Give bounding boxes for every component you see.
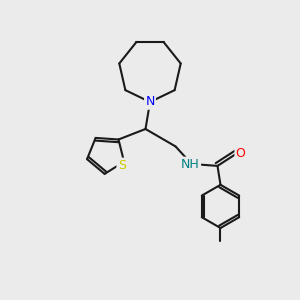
Text: S: S: [118, 159, 126, 172]
Text: NH: NH: [181, 158, 200, 171]
Text: N: N: [145, 95, 155, 109]
Text: O: O: [236, 147, 245, 160]
